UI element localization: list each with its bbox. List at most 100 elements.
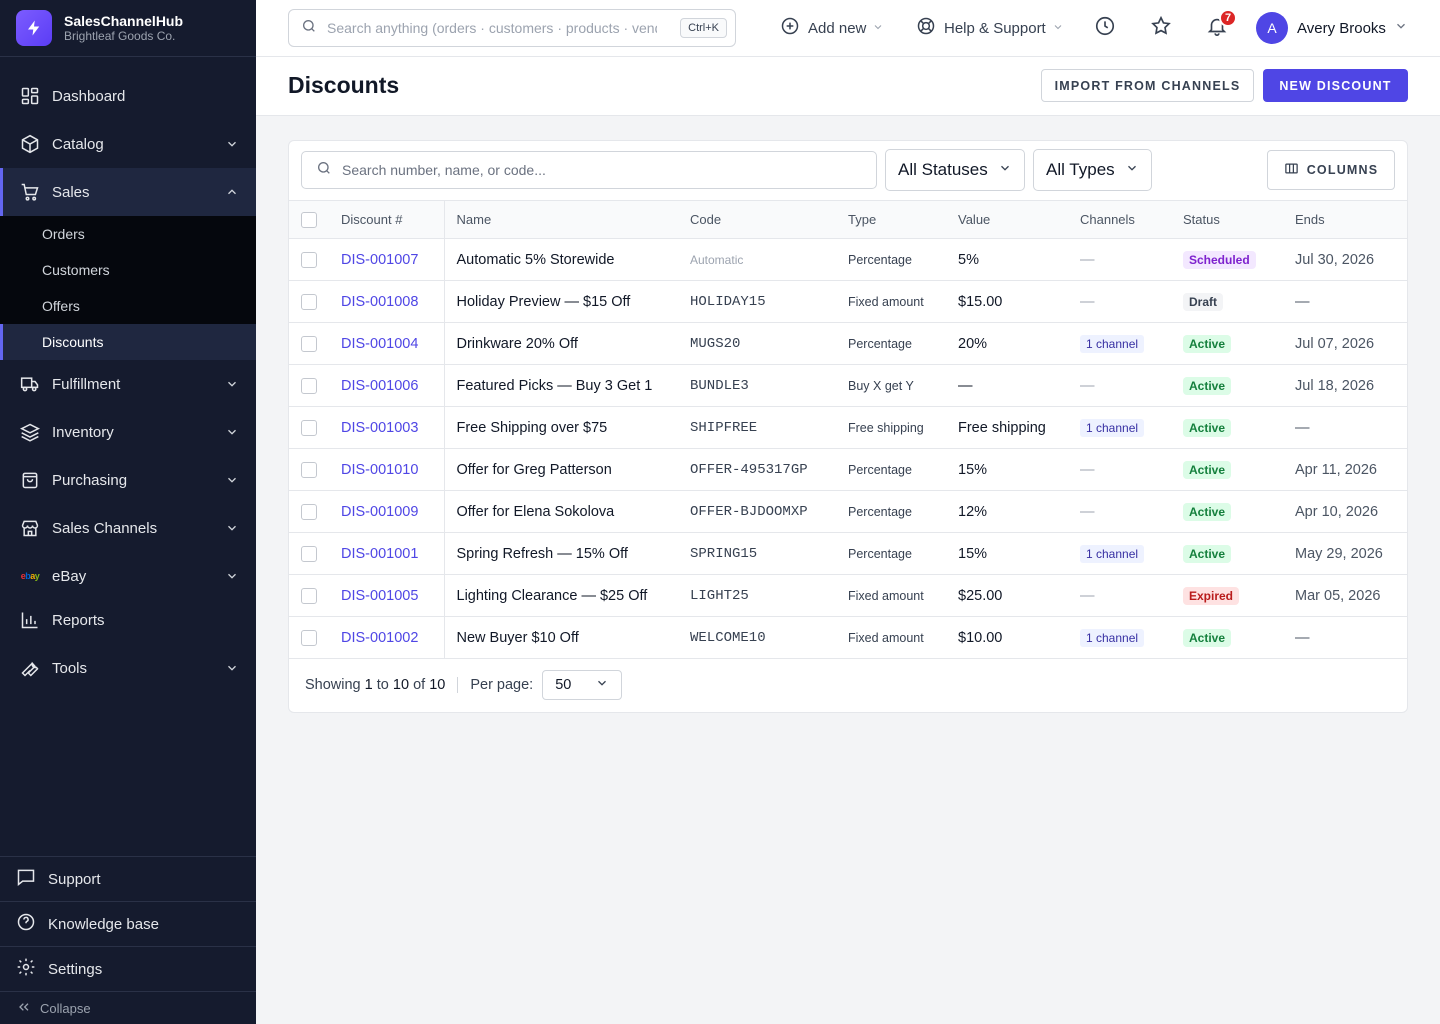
- name-cell: Spring Refresh — 15% Off: [444, 532, 678, 575]
- type-filter-select[interactable]: All Types: [1033, 149, 1152, 191]
- table-search[interactable]: [301, 151, 877, 189]
- sidebar-item-label: Dashboard: [52, 87, 126, 105]
- user-menu[interactable]: A Avery Brooks: [1256, 12, 1408, 44]
- col-name[interactable]: Name: [444, 200, 678, 239]
- table-row[interactable]: DIS-001003 Free Shipping over $75 SHIPFREE…: [289, 406, 1407, 449]
- sidebar-item-purchasing[interactable]: Purchasing: [0, 456, 256, 504]
- discount-number-link[interactable]: DIS-001007: [341, 251, 419, 268]
- discount-code: OFFER-BJDOOMXP: [690, 504, 808, 520]
- row-checkbox[interactable]: [301, 335, 317, 352]
- table-row[interactable]: DIS-001008 Holiday Preview — $15 Off HOLID…: [289, 280, 1407, 323]
- sidebar-item-label: Reports: [52, 611, 105, 629]
- sidebar-subitem-offers[interactable]: Offers: [42, 298, 80, 314]
- avatar: A: [1256, 12, 1288, 44]
- table-row[interactable]: DIS-001009 Offer for Elena Sokolova OFFER-…: [289, 490, 1407, 533]
- row-checkbox[interactable]: [301, 377, 317, 394]
- status-badge: Expired: [1183, 586, 1240, 605]
- table-row[interactable]: DIS-001010 Offer for Greg Patterson OFFER-…: [289, 448, 1407, 491]
- col-type[interactable]: Type: [836, 200, 946, 239]
- status-filter-select[interactable]: All Statuses: [885, 149, 1025, 191]
- row-checkbox[interactable]: [301, 545, 317, 562]
- sidebar-item-tools[interactable]: Tools: [0, 640, 256, 696]
- discount-number-link[interactable]: DIS-001010: [341, 461, 419, 478]
- ends-date: Jul 07, 2026: [1295, 335, 1375, 352]
- row-checkbox[interactable]: [301, 503, 317, 520]
- sidebar-item-catalog[interactable]: Catalog: [0, 120, 256, 168]
- sidebar-item-inventory[interactable]: Inventory: [0, 408, 256, 456]
- col-channels[interactable]: Channels: [1068, 200, 1171, 239]
- col-code[interactable]: Code: [678, 200, 836, 239]
- chevron-down-icon: [224, 520, 240, 536]
- knowledge-base-link[interactable]: Knowledge base: [0, 901, 256, 946]
- chevron-down-icon: [1052, 20, 1064, 37]
- channels-chip[interactable]: 1 channel: [1080, 544, 1145, 563]
- notifications-button[interactable]: 7: [1203, 9, 1237, 42]
- discount-number-link[interactable]: DIS-001001: [341, 545, 419, 562]
- row-checkbox[interactable]: [301, 629, 317, 646]
- discount-number-link[interactable]: DIS-001006: [341, 377, 419, 394]
- table-row[interactable]: DIS-001007 Automatic 5% Storewide Automati…: [289, 238, 1407, 281]
- discount-number-link[interactable]: DIS-001005: [341, 587, 419, 604]
- sidebar-item-dashboard[interactable]: Dashboard: [0, 72, 256, 120]
- sidebar-item-sales-channels[interactable]: Sales Channels: [0, 504, 256, 552]
- chevron-up-icon: [224, 184, 240, 200]
- new-discount-button[interactable]: NEW DISCOUNT: [1263, 69, 1408, 102]
- per-page-select[interactable]: 50: [542, 669, 623, 700]
- sidebar-subitem-customers[interactable]: Customers: [42, 262, 110, 278]
- history-button[interactable]: [1091, 14, 1119, 42]
- table-row[interactable]: DIS-001002 New Buyer $10 Off WELCOME10 Fixe…: [289, 616, 1407, 659]
- table-row[interactable]: DIS-001006 Featured Picks — Buy 3 Get 1 BU…: [289, 364, 1407, 407]
- support-link[interactable]: Support: [0, 856, 256, 901]
- ends-date: May 29, 2026: [1295, 545, 1383, 562]
- table-search-input[interactable]: [342, 162, 842, 178]
- status-cell: Draft: [1171, 280, 1283, 323]
- discount-number-link[interactable]: DIS-001002: [341, 629, 419, 646]
- help-support-button[interactable]: Help & Support: [916, 14, 1064, 42]
- sidebar-item-sales[interactable]: Sales: [0, 168, 256, 216]
- status-cell: Active: [1171, 616, 1283, 659]
- name-cell: Offer for Greg Patterson: [444, 448, 678, 491]
- settings-link[interactable]: Settings: [0, 946, 256, 991]
- col-status[interactable]: Status: [1171, 200, 1283, 239]
- select-all-checkbox[interactable]: [301, 211, 317, 228]
- col-value[interactable]: Value: [946, 200, 1068, 239]
- col-discount-number[interactable]: Discount #: [329, 200, 445, 239]
- columns-button[interactable]: COLUMNS: [1267, 150, 1395, 190]
- row-checkbox[interactable]: [301, 293, 317, 310]
- favorites-button[interactable]: [1147, 14, 1175, 42]
- ends-date: —: [1295, 629, 1310, 646]
- discount-type: Free shipping: [848, 420, 924, 435]
- col-ends[interactable]: Ends: [1283, 200, 1407, 239]
- table-row[interactable]: DIS-001005 Lighting Clearance — $25 Off LI…: [289, 574, 1407, 617]
- global-search[interactable]: Ctrl+K: [288, 9, 736, 47]
- cart-icon: [20, 182, 40, 202]
- discount-number-link[interactable]: DIS-001009: [341, 503, 419, 520]
- chevron-down-icon: [224, 376, 240, 392]
- columns-label: COLUMNS: [1306, 163, 1379, 177]
- discount-number-link[interactable]: DIS-001008: [341, 293, 419, 310]
- box-icon: [20, 134, 40, 154]
- sidebar-item-label: Sales: [52, 183, 90, 201]
- channels-chip[interactable]: 1 channel: [1080, 628, 1145, 647]
- sidebar-subitem-orders[interactable]: Orders: [42, 226, 85, 242]
- row-checkbox[interactable]: [301, 251, 317, 268]
- sidebar-item-fulfillment[interactable]: Fulfillment: [0, 360, 256, 408]
- collapse-sidebar-button[interactable]: Collapse: [0, 991, 256, 1024]
- sidebar-item-reports[interactable]: Reports: [0, 600, 256, 640]
- row-checkbox[interactable]: [301, 419, 317, 436]
- channels-chip[interactable]: 1 channel: [1080, 418, 1145, 437]
- channels-empty: —: [1080, 377, 1095, 394]
- sidebar-subitem-discounts[interactable]: Discounts: [0, 324, 256, 360]
- channels-chip[interactable]: 1 channel: [1080, 334, 1145, 353]
- import-from-channels-button[interactable]: IMPORT FROM CHANNELS: [1041, 69, 1254, 102]
- add-new-button[interactable]: Add new: [780, 14, 884, 42]
- brand[interactable]: SalesChannelHub Brightleaf Goods Co.: [0, 0, 256, 57]
- row-checkbox[interactable]: [301, 587, 317, 604]
- global-search-input[interactable]: [327, 20, 657, 36]
- discount-number-link[interactable]: DIS-001003: [341, 419, 419, 436]
- row-checkbox[interactable]: [301, 461, 317, 478]
- table-row[interactable]: DIS-001004 Drinkware 20% Off MUGS20 Percent…: [289, 322, 1407, 365]
- discount-number-link[interactable]: DIS-001004: [341, 335, 419, 352]
- table-row[interactable]: DIS-001001 Spring Refresh — 15% Off SPRING…: [289, 532, 1407, 575]
